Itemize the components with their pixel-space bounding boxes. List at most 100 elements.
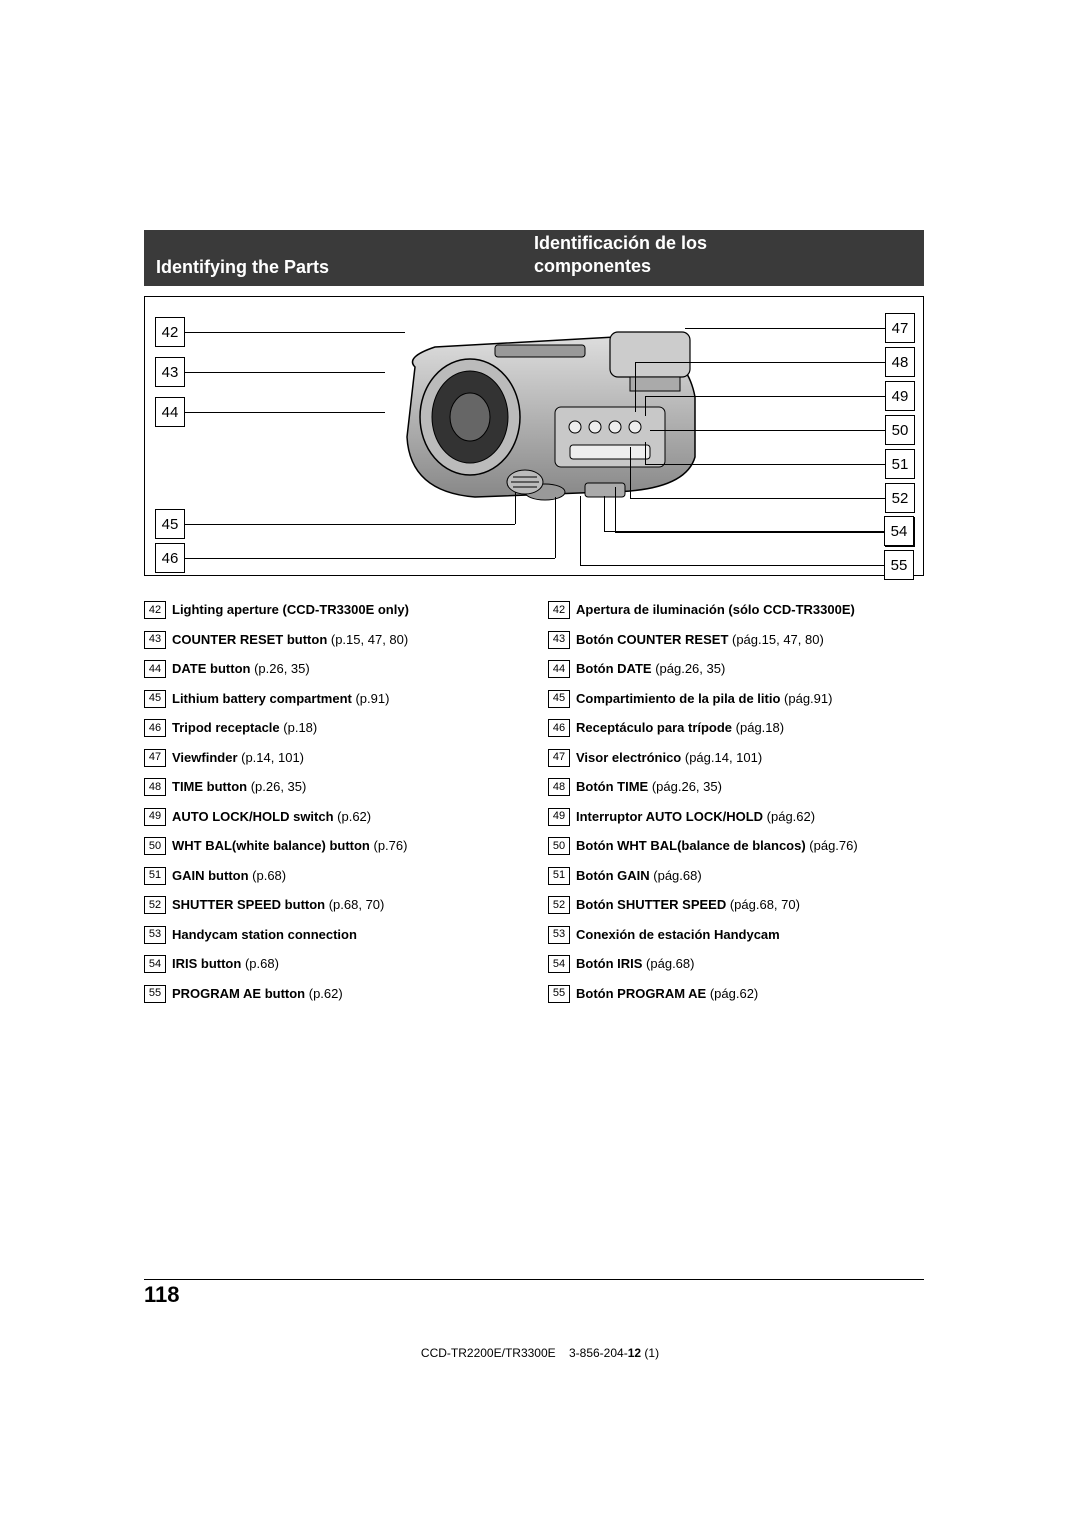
item-label: Conexión de estación Handycam [576,927,780,942]
item-number-box: 43 [548,631,570,649]
item-label: Botón SHUTTER SPEED [576,897,726,912]
item-text: COUNTER RESET button (p.15, 47, 80) [172,630,520,650]
item-text: Botón WHT BAL(balance de blancos) (pág.7… [576,836,924,856]
item-text: Visor electrónico (pág.14, 101) [576,748,924,768]
item-text: GAIN button (p.68) [172,866,520,886]
parts-list-item: 49AUTO LOCK/HOLD switch (p.62) [144,807,520,827]
item-number-box: 48 [548,778,570,796]
footer-rule [144,1279,924,1280]
parts-list-item: 47 Viewfinder (p.14, 101) [144,748,520,768]
item-text: Conexión de estación Handycam [576,925,924,945]
item-number-box: 44 [144,660,166,678]
item-page-ref: (pág.62) [706,986,758,1001]
callout-50: 50 [885,415,915,445]
item-text: Tripod receptacle (p.18) [172,718,520,738]
callout-line [630,498,885,499]
parts-list-item: 50WHT BAL(white balance) button (p.76) [144,836,520,856]
callout-vline [515,492,516,524]
item-page-ref: (pág.14, 101) [681,750,762,765]
callout-vline [615,487,616,532]
parts-list-item: 55Botón PROGRAM AE (pág.62) [548,984,924,1004]
item-label: Botón PROGRAM AE [576,986,706,1001]
item-text: Botón DATE (pág.26, 35) [576,659,924,679]
callout-line [185,558,555,559]
callout-54: 54 [884,516,914,546]
item-number-box: 50 [144,837,166,855]
item-text: Lighting aperture (CCD-TR3300E only) [172,600,520,620]
item-label: Botón DATE [576,661,652,676]
item-page-ref: (p.68) [249,868,287,883]
parts-list-item: 44DATE button (p.26, 35) [144,659,520,679]
parts-list-item: 52SHUTTER SPEED button (p.68, 70) [144,895,520,915]
item-number-box: 53 [548,926,570,944]
item-text: Viewfinder (p.14, 101) [172,748,520,768]
parts-list-item: 53 Conexión de estación Handycam [548,925,924,945]
item-text: IRIS button (p.68) [172,954,520,974]
callout-42: 42 [155,317,185,347]
item-page-ref: (pág.91) [780,691,832,706]
item-text: Apertura de iluminación (sólo CCD-TR3300… [576,600,924,620]
parts-diagram: 42 43 44 45 46 47 48 49 50 51 52 53 [144,296,924,576]
footer-model: CCD-TR2200E/TR3300E [421,1346,556,1360]
callout-vline [645,396,646,416]
parts-list-item: 50Botón WHT BAL(balance de blancos) (pág… [548,836,924,856]
item-text: PROGRAM AE button (p.62) [172,984,520,1004]
item-page-ref: (p.14, 101) [238,750,305,765]
callout-line [604,531,884,532]
parts-list-item: 42Lighting aperture (CCD-TR3300E only) [144,600,520,620]
callout-line [685,328,885,329]
item-number-box: 47 [548,749,570,767]
item-number-box: 43 [144,631,166,649]
item-page-ref: (p.62) [305,986,343,1001]
parts-list-item: 48Botón TIME (pág.26, 35) [548,777,924,797]
callout-52: 52 [885,483,915,513]
callout-line [580,565,884,566]
callout-vline [555,497,556,558]
callout-48: 48 [885,347,915,377]
item-number-box: 47 [144,749,166,767]
item-number-box: 46 [144,719,166,737]
parts-list-item: 55 PROGRAM AE button (p.62) [144,984,520,1004]
callout-line [185,332,405,333]
item-number-box: 52 [548,896,570,914]
callout-vline [630,447,631,498]
header-right-line2: componentes [534,256,651,276]
item-number-box: 48 [144,778,166,796]
item-label: DATE button [172,661,250,676]
item-text: TIME button (p.26, 35) [172,777,520,797]
item-text: Botón SHUTTER SPEED (pág.68, 70) [576,895,924,915]
item-label: Interruptor AUTO LOCK/HOLD [576,809,763,824]
item-label: Botón TIME [576,779,648,794]
item-page-ref: (pág.62) [763,809,815,824]
parts-list-item: 54 Botón IRIS (pág.68) [548,954,924,974]
callout-vline [645,442,646,464]
item-label: Tripod receptacle [172,720,280,735]
item-number-box: 45 [144,690,166,708]
item-number-box: 54 [548,955,570,973]
item-label: WHT BAL(white balance) button [172,838,370,853]
footer-tail: (1) [641,1346,659,1360]
parts-list-item: 47 Visor electrónico (pág.14, 101) [548,748,924,768]
item-number-box: 51 [144,867,166,885]
callout-line [185,372,385,373]
item-page-ref: (p.91) [352,691,390,706]
callout-46: 46 [155,543,185,573]
item-label: GAIN button [172,868,249,883]
item-page-ref: (p.18) [280,720,318,735]
item-label: SHUTTER SPEED button [172,897,325,912]
item-number-box: 55 [144,985,166,1003]
item-number-box: 52 [144,896,166,914]
parts-list-item: 49Interruptor AUTO LOCK/HOLD (pág.62) [548,807,924,827]
item-number-box: 53 [144,926,166,944]
callout-line [185,412,385,413]
parts-list-item: 51Botón GAIN (pág.68) [548,866,924,886]
item-text: Botón GAIN (pág.68) [576,866,924,886]
parts-list-item: 48 TIME button (p.26, 35) [144,777,520,797]
item-label: Lighting aperture (CCD-TR3300E only) [172,602,409,617]
item-text: AUTO LOCK/HOLD switch (p.62) [172,807,520,827]
item-label: Botón IRIS [576,956,642,971]
parts-list-item: 53 Handycam station connection [144,925,520,945]
item-label: Compartimiento de la pila de litio [576,691,780,706]
item-text: Handycam station connection [172,925,520,945]
item-text: Botón IRIS (pág.68) [576,954,924,974]
